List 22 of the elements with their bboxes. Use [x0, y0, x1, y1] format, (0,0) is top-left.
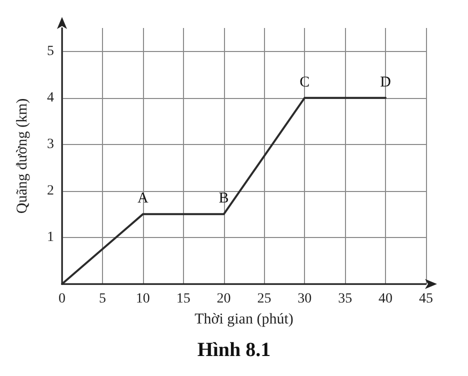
y-tick-label: 2 — [47, 183, 54, 198]
y-tick-label: 1 — [47, 230, 54, 245]
x-tick-label: 35 — [338, 292, 352, 306]
annotation: D — [380, 74, 392, 90]
annotation: B — [218, 190, 229, 207]
x-tick-label: 25 — [257, 292, 272, 306]
y-tick-label: 3 — [47, 136, 54, 152]
x-tick-label: 40 — [378, 292, 393, 306]
annotation: A — [137, 190, 148, 207]
y-tick-label: 5 — [47, 44, 54, 59]
x-tick-label: 45 — [419, 292, 433, 306]
x-axis-title: Thời gian (phút) — [194, 312, 294, 328]
text: Hình 8.1 — [197, 339, 271, 361]
x-tick-label: 5 — [98, 292, 106, 306]
annotation: C — [300, 74, 310, 90]
x-tick-label: 20 — [216, 292, 231, 306]
x-tick-label: 30 — [298, 292, 312, 306]
x-tick-label: 15 — [176, 292, 190, 306]
x-tick-label: 0 — [58, 292, 66, 306]
x-tick-label: 10 — [136, 292, 150, 306]
y-axis-title: Quãng đường (km) — [14, 98, 30, 214]
y-tick-label: 4 — [47, 90, 54, 106]
